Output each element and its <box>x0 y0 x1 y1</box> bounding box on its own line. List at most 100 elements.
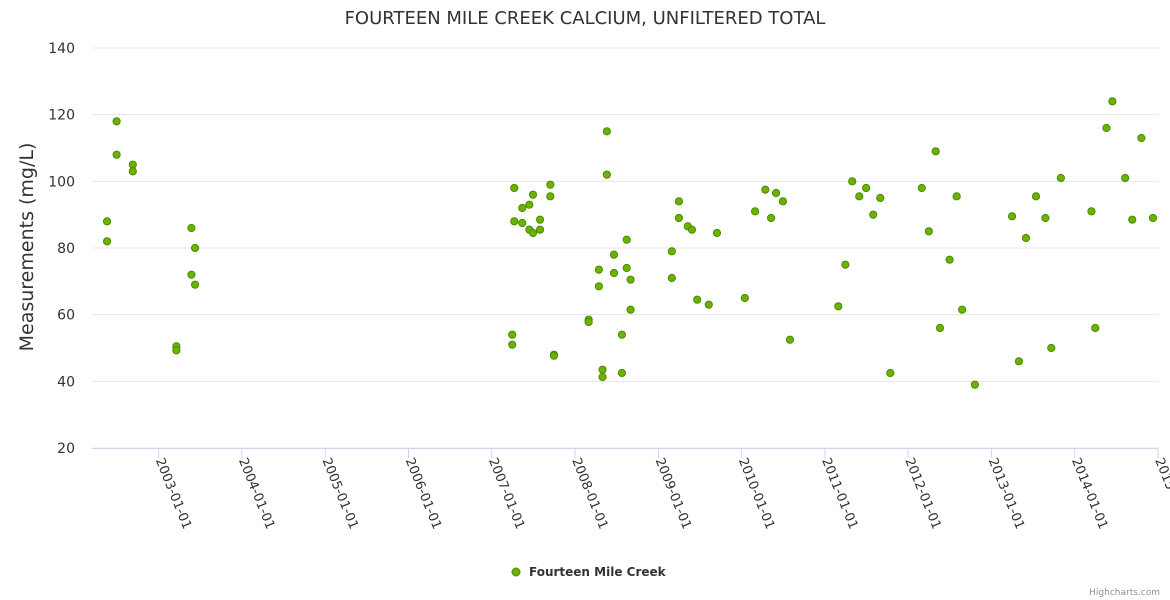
x-tick-label: 2005-01-01 <box>319 456 361 532</box>
data-point[interactable] <box>750 207 760 216</box>
data-point[interactable] <box>841 260 850 269</box>
data-point[interactable] <box>876 193 885 203</box>
data-point[interactable] <box>766 213 776 223</box>
data-point[interactable] <box>667 247 676 256</box>
data-point[interactable] <box>1056 173 1065 183</box>
data-point[interactable] <box>667 273 676 283</box>
x-tick-label: 2003-01-01 <box>152 456 194 532</box>
data-point[interactable] <box>970 380 979 389</box>
data-point[interactable] <box>869 210 878 219</box>
data-point[interactable] <box>518 203 527 213</box>
x-tick-label: 2014-01-01 <box>1068 456 1110 532</box>
data-point[interactable] <box>598 372 607 382</box>
data-point[interactable] <box>1128 215 1137 224</box>
data-point[interactable] <box>609 268 619 278</box>
data-point[interactable] <box>594 282 603 291</box>
data-point[interactable] <box>535 215 545 224</box>
data-point[interactable] <box>917 183 926 193</box>
data-point[interactable] <box>128 167 137 176</box>
data-point[interactable] <box>528 228 538 238</box>
legend-item[interactable]: Fourteen Mile Creek <box>511 565 667 579</box>
data-point[interactable] <box>190 243 200 253</box>
data-point[interactable] <box>187 270 196 279</box>
y-tick-label: 80 <box>57 241 75 257</box>
data-point[interactable] <box>187 223 196 233</box>
data-point[interactable] <box>952 192 961 201</box>
data-point[interactable] <box>584 317 593 327</box>
y-tick-label: 120 <box>48 108 75 124</box>
data-point[interactable] <box>834 302 843 311</box>
credits-link[interactable]: Highcharts.com <box>1089 588 1160 598</box>
data-point[interactable] <box>598 365 607 374</box>
data-point[interactable] <box>687 225 697 234</box>
data-point[interactable] <box>508 340 517 349</box>
data-point[interactable] <box>172 346 181 355</box>
data-point[interactable] <box>1031 192 1041 201</box>
data-point[interactable] <box>1007 212 1017 221</box>
chart-title: FOURTEEN MILE CREEK CALCIUM, UNFILTERED … <box>345 8 826 29</box>
data-point[interactable] <box>1108 97 1117 106</box>
data-point[interactable] <box>945 255 954 264</box>
data-point[interactable] <box>1102 123 1111 133</box>
data-point[interactable] <box>771 188 781 198</box>
data-point[interactable] <box>594 265 603 274</box>
data-point[interactable] <box>617 368 627 378</box>
data-point[interactable] <box>112 117 121 126</box>
data-point[interactable] <box>931 147 940 156</box>
y-grid <box>92 47 1158 449</box>
data-point[interactable] <box>740 293 749 303</box>
data-point[interactable] <box>935 323 945 333</box>
data-point[interactable] <box>1148 213 1158 223</box>
data-point[interactable] <box>190 280 200 289</box>
data-point[interactable] <box>602 170 611 179</box>
data-point[interactable] <box>549 351 559 360</box>
data-point[interactable] <box>693 295 702 304</box>
data-point[interactable] <box>102 217 112 226</box>
data-point[interactable] <box>1041 213 1050 223</box>
x-axis: 2003-01-01 2004-01-01 2005-01-01 2006-01-01… <box>92 448 1170 532</box>
data-point[interactable] <box>886 368 895 378</box>
data-point[interactable] <box>1121 173 1130 183</box>
data-point[interactable] <box>546 192 555 201</box>
data-point[interactable] <box>704 300 713 309</box>
data-point[interactable] <box>622 263 631 273</box>
data-point[interactable] <box>609 250 619 259</box>
data-point[interactable] <box>518 218 527 228</box>
data-point[interactable] <box>128 160 137 169</box>
data-point[interactable] <box>102 237 112 246</box>
data-point[interactable] <box>785 335 795 344</box>
data-series <box>102 97 1158 389</box>
data-point[interactable] <box>924 227 933 236</box>
data-point[interactable] <box>855 192 864 201</box>
data-point[interactable] <box>626 305 635 314</box>
data-point[interactable] <box>674 213 684 223</box>
data-point[interactable] <box>622 235 631 244</box>
data-point[interactable] <box>510 217 519 226</box>
data-point[interactable] <box>674 197 684 206</box>
data-point[interactable] <box>712 228 722 238</box>
data-point[interactable] <box>617 330 627 339</box>
data-point[interactable] <box>525 200 534 209</box>
x-tick-label: 2008-01-01 <box>568 456 610 532</box>
data-point[interactable] <box>602 127 611 136</box>
data-point[interactable] <box>546 180 555 189</box>
data-point[interactable] <box>1087 207 1096 216</box>
data-point[interactable] <box>535 225 545 234</box>
data-point[interactable] <box>508 330 517 339</box>
data-point[interactable] <box>1047 343 1056 353</box>
data-point[interactable] <box>1014 357 1024 366</box>
data-point[interactable] <box>848 177 857 186</box>
data-point[interactable] <box>112 150 121 159</box>
data-point[interactable] <box>528 190 538 199</box>
data-point[interactable] <box>1091 323 1100 333</box>
data-point[interactable] <box>626 275 635 284</box>
data-point[interactable] <box>1021 233 1031 243</box>
data-point[interactable] <box>1137 133 1146 143</box>
data-point[interactable] <box>778 197 788 206</box>
data-point[interactable] <box>510 183 519 193</box>
data-point[interactable] <box>761 185 770 194</box>
data-point[interactable] <box>862 183 871 193</box>
data-point[interactable] <box>958 305 967 314</box>
x-tick-label: 2015-01-01 <box>1151 456 1170 532</box>
